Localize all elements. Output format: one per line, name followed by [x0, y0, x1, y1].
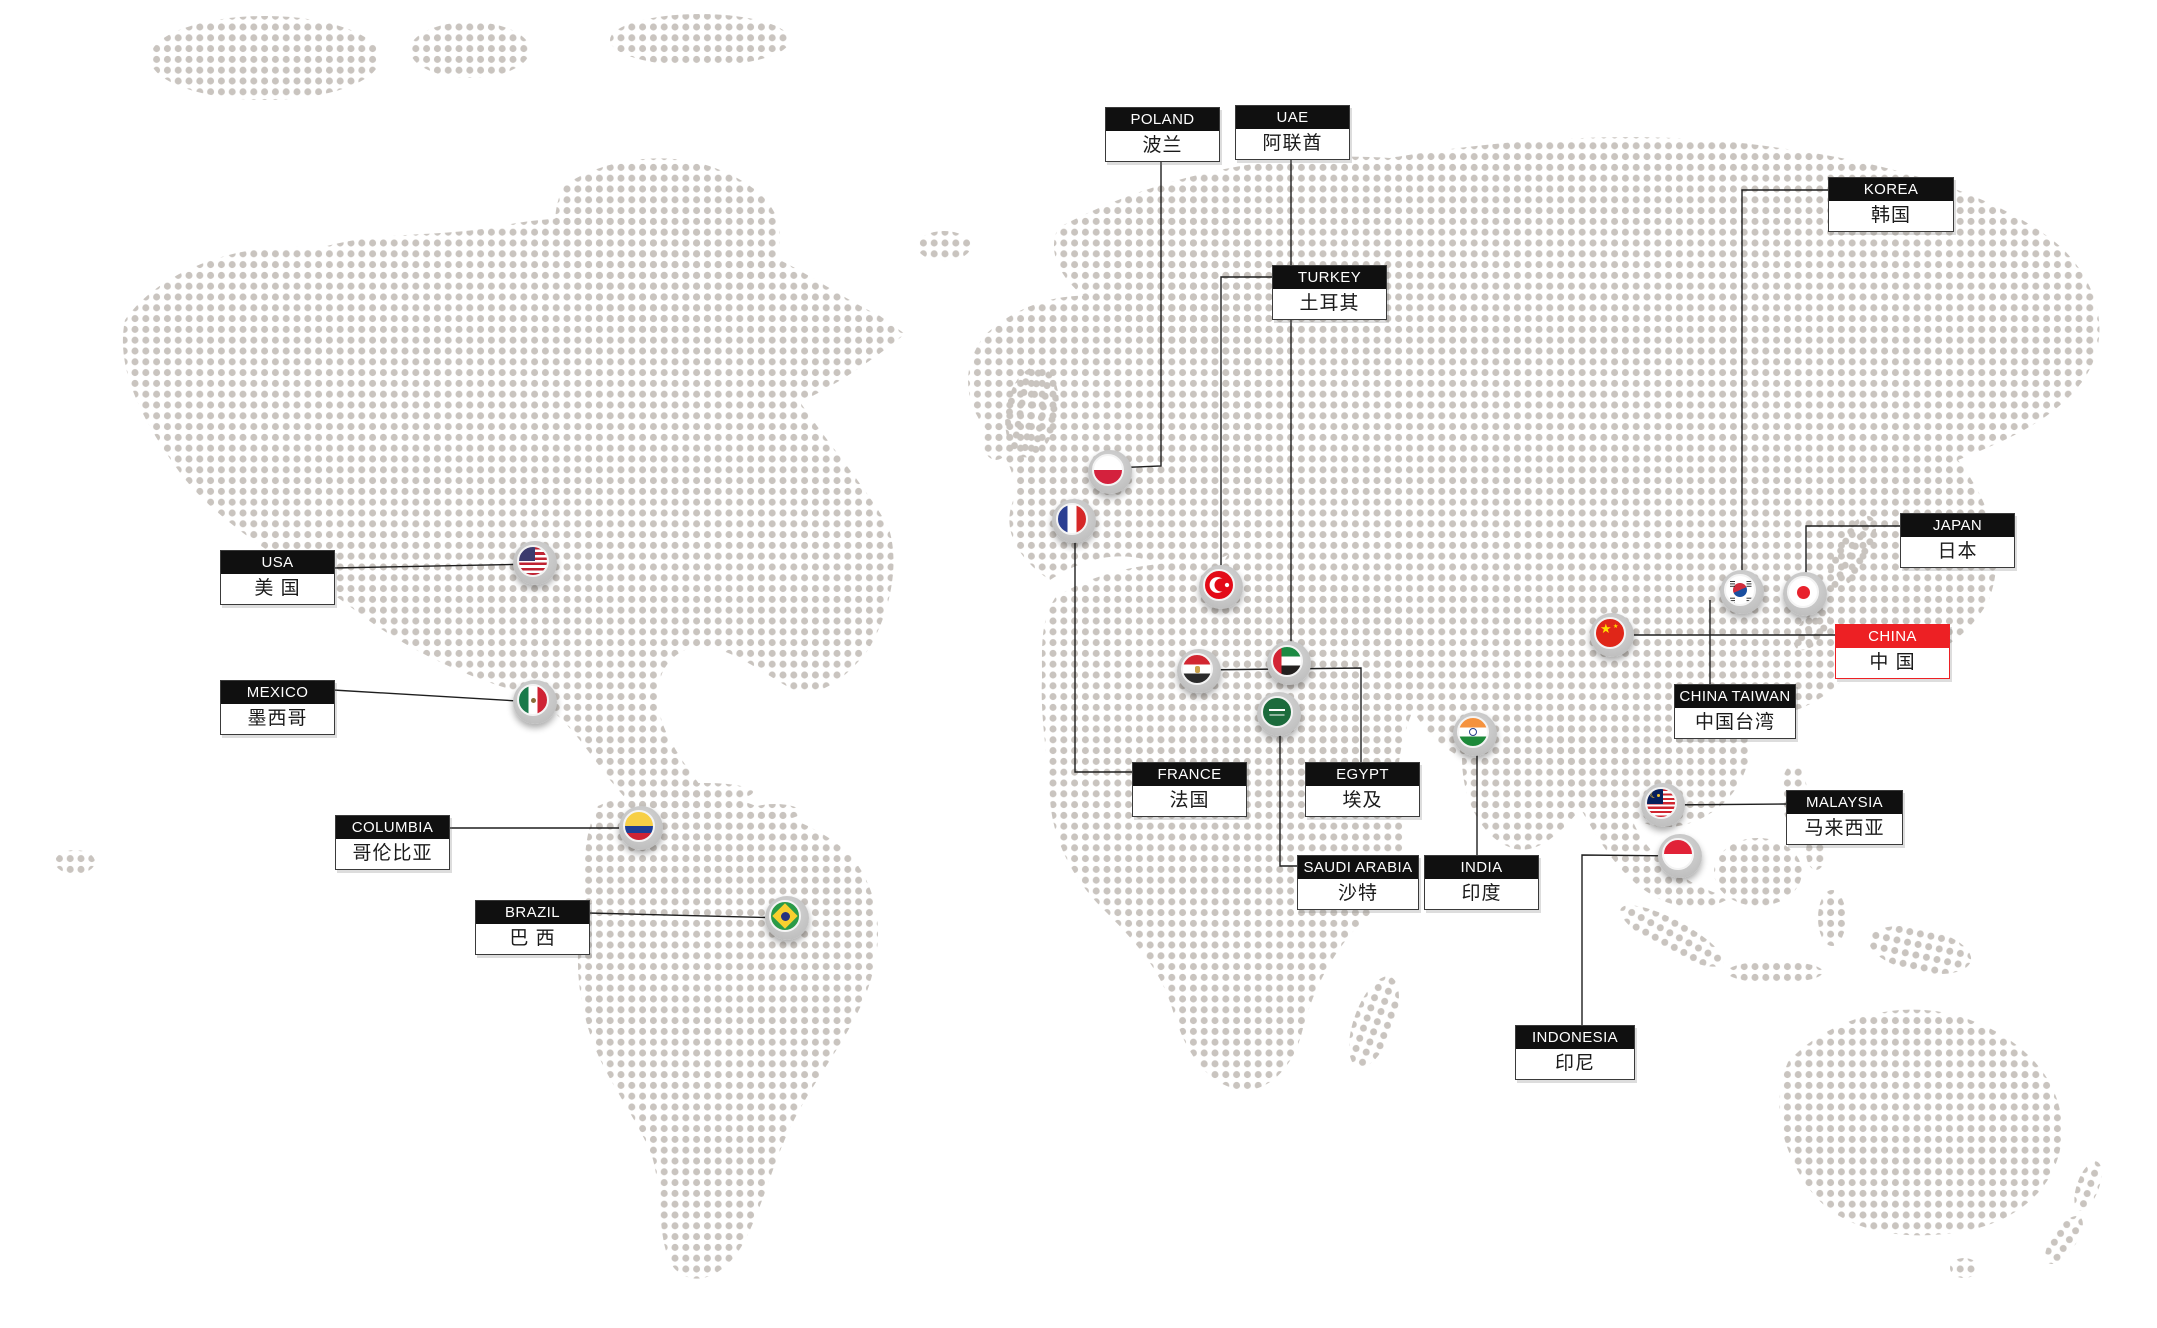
usa-flag-icon	[517, 545, 549, 577]
country-name-zh: 巴 西	[476, 924, 589, 954]
country-label-mexico: MEXICO 墨西哥	[220, 680, 335, 735]
country-name-zh: 日本	[1901, 537, 2014, 567]
country-name-en: KOREA	[1829, 178, 1953, 201]
country-name-zh: 马来西亚	[1787, 814, 1902, 844]
india-pin	[1453, 712, 1497, 756]
usa-pin	[513, 541, 557, 585]
connector-line-turkey	[1220, 276, 1272, 587]
country-name-zh: 印度	[1425, 879, 1538, 909]
country-label-indonesia: INDONESIA 印尼	[1515, 1025, 1635, 1080]
connector-line-indonesia	[1581, 854, 1681, 1025]
country-name-en: INDONESIA	[1516, 1026, 1634, 1049]
connector-line-mexico	[332, 689, 536, 703]
connector-line-saudi_arabia	[1279, 715, 1297, 867]
country-name-en: MEXICO	[221, 681, 334, 704]
country-label-poland: POLAND 波兰	[1105, 107, 1220, 162]
country-label-korea: KOREA 韩国	[1828, 177, 1954, 232]
country-name-en: EGYPT	[1306, 763, 1419, 786]
connector-line-france	[1074, 522, 1132, 773]
country-label-turkey: TURKEY 土耳其	[1272, 265, 1387, 320]
korea-pin	[1720, 570, 1764, 614]
country-label-japan: JAPAN 日本	[1900, 513, 2015, 568]
china-pin	[1590, 613, 1634, 657]
country-name-zh: 中国台湾	[1675, 708, 1795, 738]
japan-flag-icon	[1787, 576, 1819, 608]
country-name-en: POLAND	[1106, 108, 1219, 131]
country-name-zh: 美 国	[221, 574, 334, 604]
country-label-usa: USA 美 国	[220, 550, 335, 605]
saudi_arabia-pin	[1257, 692, 1301, 736]
country-name-en: INDIA	[1425, 856, 1538, 879]
india-flag-icon	[1457, 716, 1489, 748]
country-name-en: COLUMBIA	[336, 816, 449, 839]
connector-line-usa	[332, 563, 536, 569]
country-label-brazil: BRAZIL 巴 西	[475, 900, 590, 955]
country-name-zh: 法国	[1133, 786, 1246, 816]
turkey-pin	[1199, 565, 1243, 609]
poland-flag-icon	[1092, 454, 1124, 486]
country-label-egypt: EGYPT 埃及	[1305, 762, 1420, 817]
country-name-en: CHINA TAIWAN	[1675, 685, 1795, 708]
country-name-en: TURKEY	[1273, 266, 1386, 289]
country-name-en: USA	[221, 551, 334, 574]
france-pin	[1052, 499, 1096, 543]
country-name-zh: 波兰	[1106, 131, 1219, 161]
country-name-en: CHINA	[1836, 625, 1949, 648]
country-name-zh: 印尼	[1516, 1049, 1634, 1079]
columbia-pin	[619, 806, 663, 850]
country-name-zh: 中 国	[1836, 648, 1949, 678]
country-name-zh: 阿联酋	[1236, 129, 1349, 159]
country-label-china_taiwan: CHINA TAIWAN 中国台湾	[1674, 684, 1796, 739]
indonesia-flag-icon	[1662, 838, 1694, 870]
uae-pin	[1267, 641, 1311, 685]
columbia-flag-icon	[623, 810, 655, 842]
country-label-india: INDIA 印度	[1424, 855, 1539, 910]
country-label-columbia: COLUMBIA 哥伦比亚	[335, 815, 450, 870]
country-name-zh: 沙特	[1298, 879, 1418, 909]
country-label-malaysia: MALAYSIA 马来西亚	[1786, 790, 1903, 845]
country-name-zh: 埃及	[1306, 786, 1419, 816]
connector-line-egypt	[1199, 667, 1362, 762]
mexico-pin	[513, 680, 557, 724]
turkey-flag-icon	[1203, 569, 1235, 601]
connector-line-brazil	[587, 912, 788, 919]
country-name-en: JAPAN	[1901, 514, 2014, 537]
uae-flag-icon	[1271, 645, 1303, 677]
poland-pin	[1088, 450, 1132, 494]
malaysia-flag-icon	[1645, 787, 1677, 819]
france-flag-icon	[1056, 503, 1088, 535]
country-name-en: FRANCE	[1133, 763, 1246, 786]
malaysia-pin	[1641, 783, 1685, 827]
mexico-flag-icon	[517, 684, 549, 716]
brazil-pin	[765, 896, 809, 940]
brazil-flag-icon	[769, 900, 801, 932]
country-name-zh: 土耳其	[1273, 289, 1386, 319]
country-name-en: SAUDI ARABIA	[1298, 856, 1418, 879]
japan-pin	[1783, 572, 1827, 616]
korea-flag-icon	[1724, 574, 1756, 606]
egypt-flag-icon	[1181, 653, 1213, 685]
country-name-en: UAE	[1236, 106, 1349, 129]
country-name-en: BRAZIL	[476, 901, 589, 924]
country-label-france: FRANCE 法国	[1132, 762, 1247, 817]
country-name-zh: 墨西哥	[221, 704, 334, 734]
saudi_arabia-flag-icon	[1261, 696, 1293, 728]
connector-line-korea	[1741, 189, 1828, 592]
egypt-pin	[1177, 649, 1221, 693]
country-label-uae: UAE 阿联酋	[1235, 105, 1350, 160]
country-name-zh: 哥伦比亚	[336, 839, 449, 869]
connector-line-japan	[1805, 525, 1900, 594]
indonesia-pin	[1658, 834, 1702, 878]
country-name-zh: 韩国	[1829, 201, 1953, 231]
china-flag-icon	[1594, 617, 1626, 649]
country-label-saudi_arabia: SAUDI ARABIA 沙特	[1297, 855, 1419, 910]
country-label-china: CHINA 中 国	[1835, 624, 1950, 679]
country-name-en: MALAYSIA	[1787, 791, 1902, 814]
